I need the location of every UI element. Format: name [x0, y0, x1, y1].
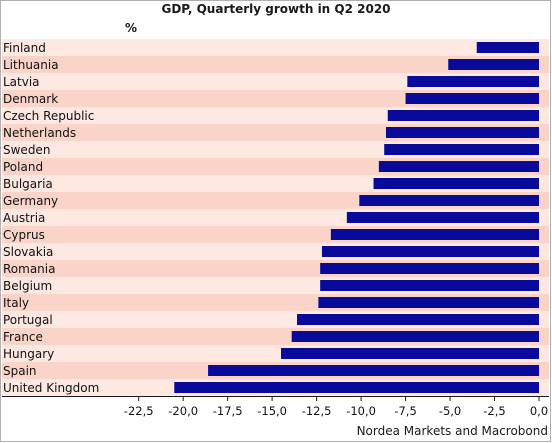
x-tick-label: -12,5: [302, 404, 332, 418]
category-label: Italy: [3, 296, 29, 310]
x-tick-label: -2,5: [483, 404, 505, 418]
category-label: Czech Republic: [3, 109, 94, 123]
bar-finland: [476, 42, 539, 53]
bar-cyprus: [330, 229, 539, 240]
chart-title: GDP, Quarterly growth in Q2 2020: [161, 2, 391, 16]
bar-romania: [320, 263, 539, 274]
x-tick-label: -10,0: [346, 404, 376, 418]
category-label: Latvia: [3, 75, 40, 89]
category-label: Sweden: [3, 143, 50, 157]
category-label: Austria: [3, 211, 45, 225]
bar-netherlands: [385, 127, 539, 138]
category-label: Portugal: [3, 313, 53, 327]
source-note: Nordea Markets and Macrobond: [356, 424, 548, 438]
category-label: Finland: [3, 41, 46, 55]
x-tick-label: 0,0: [530, 404, 548, 418]
category-label: Belgium: [3, 279, 52, 293]
x-tick-label: -7,5: [394, 404, 416, 418]
x-tick-label: -22,5: [124, 404, 154, 418]
unit-label: %: [125, 21, 138, 35]
x-tick-label: -17,5: [213, 404, 243, 418]
row-band: [2, 39, 549, 56]
category-label: Germany: [3, 194, 58, 208]
category-label: Spain: [3, 364, 37, 378]
bar-austria: [346, 212, 539, 223]
category-label: Slovakia: [3, 245, 53, 259]
bar-sweden: [384, 144, 539, 155]
category-label: Bulgaria: [3, 177, 53, 191]
category-label: Romania: [3, 262, 55, 276]
category-label: Denmark: [3, 92, 58, 106]
bar-hungary: [281, 348, 539, 359]
bar-slovakia: [321, 246, 539, 257]
category-label: France: [3, 330, 43, 344]
bar-spain: [208, 365, 539, 376]
bar-belgium: [320, 280, 539, 291]
bar-bulgaria: [373, 178, 539, 189]
category-label: Cyprus: [3, 228, 45, 242]
bar-lithuania: [448, 59, 539, 70]
category-label: United Kingdom: [3, 381, 99, 395]
x-tick-label: -5,0: [439, 404, 461, 418]
bar-france: [291, 331, 539, 342]
bar-germany: [359, 195, 539, 206]
x-tick-label: -20,0: [168, 404, 198, 418]
category-label: Poland: [3, 160, 43, 174]
x-tick-label: -15,0: [257, 404, 287, 418]
bar-poland: [378, 161, 539, 172]
bar-latvia: [407, 76, 539, 87]
bar-united-kingdom: [174, 382, 540, 393]
bar-czech-republic: [387, 110, 539, 121]
bar-italy: [318, 297, 539, 308]
category-label: Netherlands: [3, 126, 76, 140]
bar-denmark: [405, 93, 539, 104]
category-label: Lithuania: [3, 58, 59, 72]
bar-portugal: [297, 314, 539, 325]
row-band: [2, 56, 549, 73]
category-label: Hungary: [3, 347, 54, 361]
